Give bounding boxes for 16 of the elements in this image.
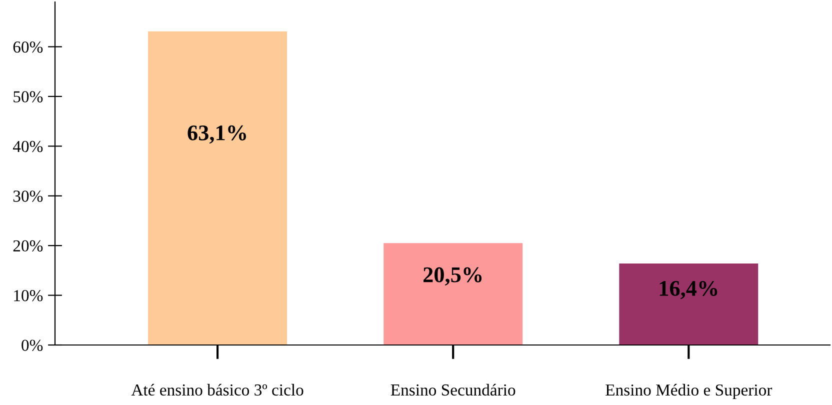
x-tick-label: Até ensino básico 3º ciclo	[131, 384, 304, 396]
y-tick-label: 30%	[13, 190, 43, 202]
y-tick-label: 20%	[13, 240, 43, 252]
data-label: 20,5%	[423, 267, 482, 286]
x-tick-label: Ensino Médio e Superior	[606, 384, 772, 400]
y-tick-label: 50%	[14, 91, 43, 102]
data-label: 16,4%	[660, 280, 718, 300]
y-tick-label: 40%	[12, 140, 43, 152]
data-label: 63,1%	[188, 125, 246, 144]
y-tick-label: 10%	[14, 290, 43, 302]
x-tick-label: Ensino Secundário	[390, 384, 516, 396]
bar	[619, 263, 758, 345]
y-tick-label: 0%	[22, 340, 43, 351]
bar	[384, 243, 523, 345]
y-tick-label: 60%	[13, 41, 43, 53]
bar	[148, 31, 288, 345]
